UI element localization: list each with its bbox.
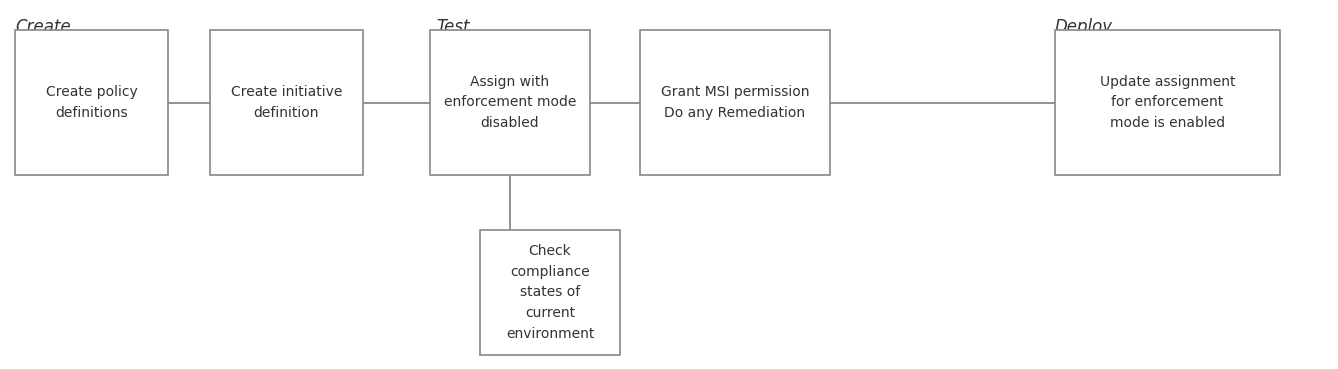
Text: Create policy
definitions: Create policy definitions	[45, 85, 138, 120]
Bar	[480, 230, 619, 355]
Text: Create initiative
definition: Create initiative definition	[231, 85, 343, 120]
Text: Test: Test	[436, 18, 470, 36]
Bar	[429, 30, 590, 175]
Text: Deploy: Deploy	[1054, 18, 1113, 36]
Text: Create: Create	[15, 18, 71, 36]
Bar	[210, 30, 363, 175]
Text: Assign with
enforcement mode
disabled: Assign with enforcement mode disabled	[444, 75, 577, 130]
Bar	[640, 30, 830, 175]
Text: Grant MSI permission
Do any Remediation: Grant MSI permission Do any Remediation	[661, 85, 809, 120]
Text: Check
compliance
states of
current
environment: Check compliance states of current envir…	[506, 244, 594, 341]
Bar	[15, 30, 169, 175]
Text: Update assignment
for enforcement
mode is enabled: Update assignment for enforcement mode i…	[1100, 75, 1235, 130]
Bar	[1054, 30, 1280, 175]
